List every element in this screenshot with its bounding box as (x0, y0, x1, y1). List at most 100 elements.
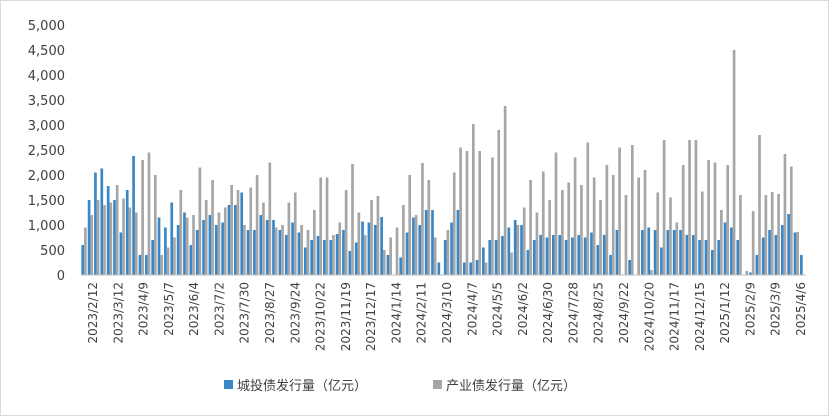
bar-chengtou (87, 200, 91, 275)
bar-chengtou (418, 225, 422, 275)
bar-chengtou (189, 245, 193, 275)
bar-chengtou (577, 235, 581, 275)
bar-chanye (134, 212, 138, 275)
bar-chengtou (723, 222, 727, 275)
bar-chanye (726, 165, 730, 275)
bar-chengtou (361, 221, 364, 275)
bar-chanye (586, 142, 590, 275)
bar-chengtou (545, 237, 549, 275)
x-tick-label: 2024/6/2 (516, 282, 530, 336)
bar-chengtou (94, 172, 97, 275)
bar-chengtou (81, 245, 85, 275)
bar-chengtou (329, 240, 333, 275)
bar-chengtou (405, 232, 409, 275)
bar-chanye (611, 175, 615, 275)
bar-chengtou (335, 234, 339, 275)
bar-chengtou (571, 237, 574, 275)
bar-chengtou (119, 232, 123, 275)
bar-chengtou (380, 217, 383, 275)
bar-chanye (84, 227, 87, 275)
bar-chanye (128, 207, 132, 275)
bar-chengtou (698, 240, 701, 275)
x-tick-label: 2024/3/10 (440, 282, 454, 344)
bar-chanye (96, 200, 100, 275)
bar-chanye (605, 165, 609, 275)
x-tick-label: 2024/6/30 (541, 282, 555, 344)
bar-chanye (198, 167, 202, 275)
bar-chengtou (310, 240, 313, 275)
bar-chengtou (348, 251, 352, 275)
y-tick-label: 3,000 (28, 119, 65, 134)
y-tick-label: 2,000 (28, 169, 65, 184)
bar-chanye (204, 200, 208, 275)
bar-chengtou (354, 242, 358, 275)
bar-chengtou (431, 210, 434, 275)
bar-chengtou (494, 240, 498, 275)
y-tick-label: 2,500 (28, 144, 65, 159)
bar-chanye (211, 180, 214, 275)
bar-chengtou (443, 240, 447, 275)
x-tick-label: 2025/1/12 (718, 282, 732, 344)
bar-chanye (230, 185, 233, 275)
bar-chanye (491, 157, 494, 275)
bar-chanye (516, 225, 520, 275)
x-tick-label: 2023/8/27 (263, 282, 277, 344)
bar-chanye (357, 212, 361, 275)
bar-chengtou (240, 192, 244, 275)
bar-chengtou (284, 235, 288, 275)
bar-chengtou (488, 240, 492, 275)
x-tick-label: 2023/3/12 (111, 282, 125, 344)
bar-chanye (675, 222, 679, 275)
bar-chanye (573, 157, 577, 275)
bar-chanye (255, 175, 259, 275)
x-tick-label: 2023/12/17 (364, 282, 378, 351)
bar-chanye (643, 170, 647, 275)
bar-chengtou (221, 222, 224, 275)
bar-chanye (325, 177, 329, 275)
bar-chengtou (755, 255, 759, 275)
bar-chanye (624, 195, 628, 275)
bar-chengtou (144, 255, 148, 275)
bar-chanye (592, 177, 596, 275)
bar-chengtou (685, 235, 689, 275)
bar-chengtou (787, 214, 790, 275)
bar-chengtou (653, 230, 657, 275)
bar-chanye (739, 195, 742, 275)
bar-chanye (300, 225, 303, 275)
bar-chengtou (552, 235, 555, 275)
x-tick-label: 2023/9/24 (288, 282, 302, 344)
bar-chanye (293, 192, 297, 275)
bar-chengtou (164, 227, 167, 275)
bar-chengtou (609, 255, 612, 275)
bar-chengtou (596, 245, 600, 275)
x-tick-label: 2024/9/22 (617, 282, 631, 344)
bar-chengtou (520, 225, 523, 275)
bar-chengtou (717, 240, 721, 275)
bar-chanye (510, 252, 513, 275)
bar-chengtou (450, 222, 453, 275)
y-tick-label: 1,000 (28, 219, 65, 234)
bar-chanye (484, 262, 488, 275)
bar-chanye (389, 237, 392, 275)
bar-chengtou (526, 250, 530, 275)
bar-chengtou (437, 262, 441, 275)
bar-chanye (713, 162, 717, 275)
bar-chengtou (125, 190, 129, 275)
bar-chengtou (691, 235, 695, 275)
bar-chengtou (253, 230, 256, 275)
bar-chanye (618, 147, 621, 275)
bar-chanye (402, 205, 405, 275)
x-tick-label: 2024/2/11 (415, 282, 429, 344)
bar-chanye (745, 271, 749, 275)
bar-chanye (179, 190, 183, 275)
legend-label-chanye: 产业债发行量（亿元） (446, 378, 576, 394)
bar-chanye (599, 200, 602, 275)
bar-chengtou (272, 220, 275, 275)
bar-chanye (770, 192, 774, 275)
bar-chanye (376, 196, 380, 275)
x-tick-label: 2023/10/22 (314, 282, 328, 351)
bar-chanye (529, 180, 532, 275)
bar-chanye (669, 197, 672, 275)
bar-chengtou (106, 186, 110, 275)
bar-chengtou (323, 240, 326, 275)
